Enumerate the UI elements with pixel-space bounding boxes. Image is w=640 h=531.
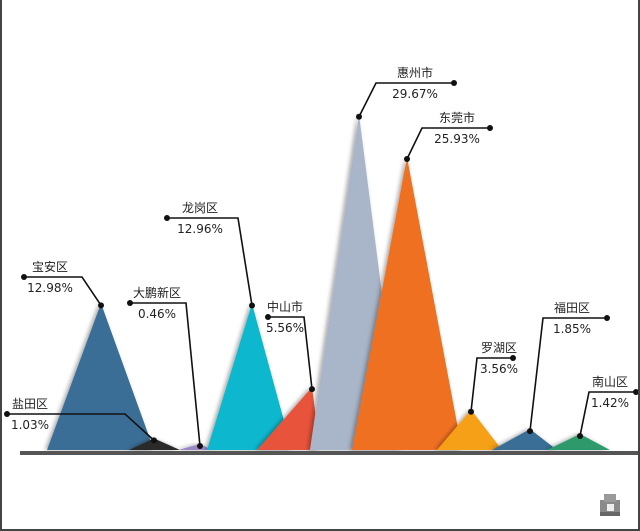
callout-dot (21, 274, 27, 280)
callout-line (529, 317, 607, 432)
callout-dot (404, 155, 410, 162)
value-label: 1.42% (591, 396, 629, 410)
category-label: 南山区 (592, 374, 628, 389)
triangle-bar-6[interactable] (352, 156, 462, 450)
triangle-bar-7[interactable] (437, 409, 502, 450)
value-label: 25.93% (434, 132, 480, 146)
callout-4: 中山市 5.56% (265, 299, 315, 393)
cube-logo-icon (600, 494, 620, 516)
callout-dot (604, 315, 610, 321)
category-label: 中山市 (267, 299, 303, 314)
category-label: 罗湖区 (481, 340, 517, 355)
callout-dot (633, 389, 638, 395)
callout-7: 罗湖区 3.56% (468, 340, 518, 415)
callout-0: 宝安区 12.98% (21, 259, 104, 309)
category-label: 大鹏新区 (133, 285, 181, 300)
value-label: 3.56% (480, 362, 518, 376)
callout-line (24, 276, 102, 306)
callout-2: 大鹏新区 0.46% (127, 285, 203, 449)
callout-dot (468, 408, 474, 415)
callout-line (7, 413, 155, 441)
callout-dot (265, 314, 271, 320)
triangle-bar-1[interactable] (129, 438, 180, 450)
callout-line (470, 357, 513, 412)
callout-dot (127, 300, 133, 306)
callout-dot (527, 428, 533, 435)
category-label: 惠州市 (397, 65, 433, 80)
callout-1: 盐田区 1.03% (4, 397, 157, 444)
triangle-bar-2[interactable] (178, 444, 212, 450)
callout-line (268, 316, 313, 390)
category-label: 盐田区 (12, 397, 48, 411)
callout-6: 东莞市 25.93% (404, 110, 493, 162)
triangle-bar-8[interactable] (492, 429, 557, 450)
value-label: 12.96% (177, 222, 223, 236)
value-label: 5.56% (266, 321, 304, 335)
callout-dot (98, 302, 104, 309)
callout-dot (510, 355, 516, 361)
callout-8: 福田区 1.85% (527, 300, 610, 435)
callout-line (358, 82, 454, 118)
callout-3: 龙岗区 12.96% (164, 201, 255, 309)
callout-dot (309, 386, 315, 393)
triangle-bar-4[interactable] (257, 387, 320, 450)
callout-dot (164, 215, 170, 221)
callout-dot (451, 80, 457, 86)
value-label: 29.67% (392, 87, 438, 101)
callout-dot (151, 437, 157, 444)
value-label: 0.46% (138, 307, 176, 321)
callout-5: 惠州市 29.67% (356, 65, 457, 120)
callout-line (579, 391, 636, 437)
category-label: 龙岗区 (182, 201, 218, 215)
category-label: 宝安区 (32, 259, 68, 274)
callout-dot (4, 411, 10, 417)
triangle-bar-0[interactable] (47, 303, 154, 450)
value-label: 12.98% (27, 281, 73, 295)
callout-line (406, 127, 490, 160)
callout-dot (577, 432, 583, 439)
triangle-bar-9[interactable] (547, 433, 610, 450)
callout-line (130, 302, 201, 447)
category-label: 东莞市 (439, 110, 475, 125)
value-label: 1.03% (11, 418, 49, 432)
callout-line (167, 217, 253, 306)
triangle-bar-3[interactable] (207, 303, 292, 450)
category-label: 福田区 (554, 300, 590, 315)
x-axis-baseline (20, 451, 638, 455)
callout-dot (249, 302, 255, 309)
value-label: 1.85% (553, 322, 591, 336)
callout-9: 南山区 1.42% (577, 374, 638, 439)
callout-dot (487, 125, 493, 131)
callout-dot (356, 113, 362, 120)
callout-dot (197, 443, 203, 449)
